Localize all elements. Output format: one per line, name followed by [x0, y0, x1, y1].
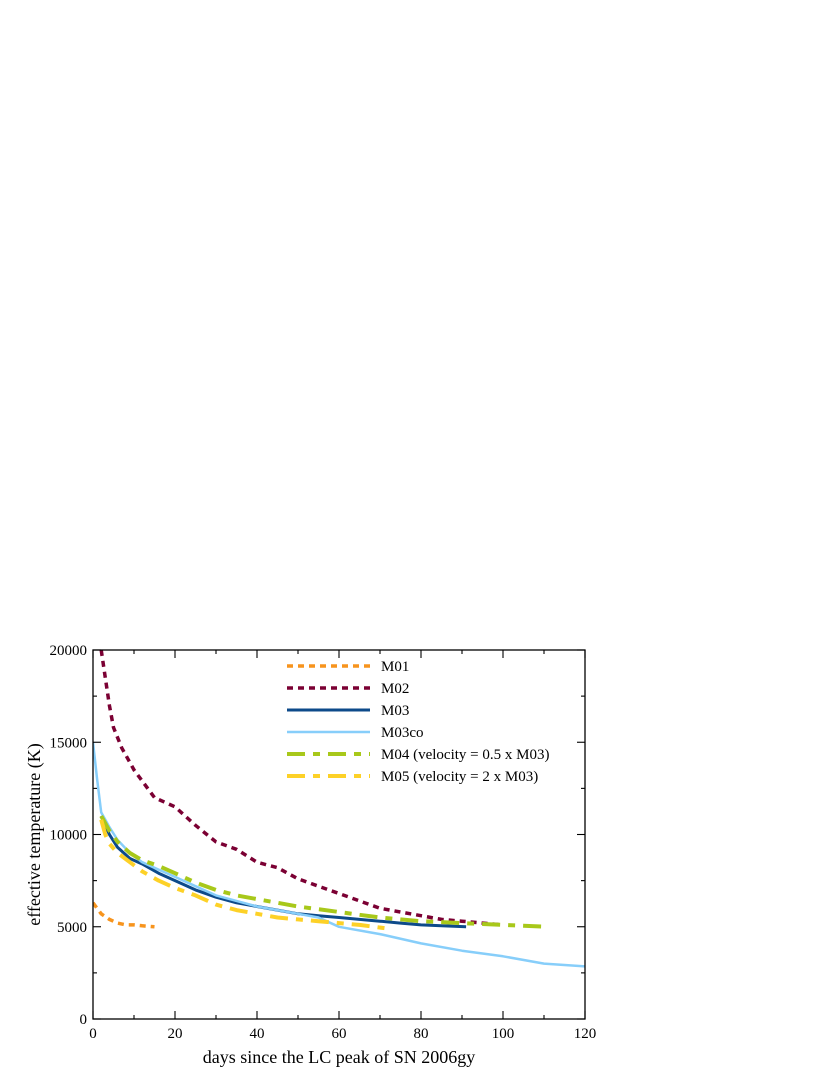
x-tick-label: 100: [492, 1026, 515, 1042]
legend-entry: M02: [381, 681, 409, 697]
x-axis-label: days since the LC peak of SN 2006gy: [203, 1047, 475, 1067]
series-line-m01: [93, 901, 155, 929]
x-tick-label: 120: [574, 1026, 597, 1042]
x-tick-label: 60: [332, 1026, 347, 1042]
legend-entry: M03co: [381, 725, 424, 741]
x-tick-label: 80: [414, 1026, 429, 1042]
legend: M01 M02 M03 M03co M04 (velocity = 0.5 x M03)…: [287, 659, 549, 785]
y-tick-label: 20000: [50, 643, 88, 659]
plot-lines: [93, 650, 585, 968]
legend-entry: M03: [381, 703, 409, 719]
y-tick-label: 5000: [57, 920, 87, 936]
series-line-m04: [99, 815, 549, 929]
x-tick-label: 0: [89, 1026, 97, 1042]
x-tick-label: 40: [250, 1026, 265, 1042]
series-line-m05: [99, 819, 389, 931]
legend-entry: M05 (velocity = 2 x M03): [381, 769, 538, 785]
legend-entry: M04 (velocity = 0.5 x M03): [381, 747, 549, 763]
x-axis: 0 20 40 60 80 100 120: [89, 650, 596, 1042]
y-axis: 0 5000 10000 15000 20000: [50, 643, 585, 1028]
y-tick-label: 15000: [50, 735, 88, 751]
plot-frame: [92, 649, 586, 1020]
series-line-m03co: [93, 742, 585, 968]
legend-entry: M01: [381, 659, 409, 675]
y-tick-label: 10000: [50, 828, 88, 844]
y-axis-label: effective temperature (K): [24, 743, 45, 926]
x-tick-label: 20: [168, 1026, 183, 1042]
y-tick-label: 0: [80, 1012, 88, 1028]
